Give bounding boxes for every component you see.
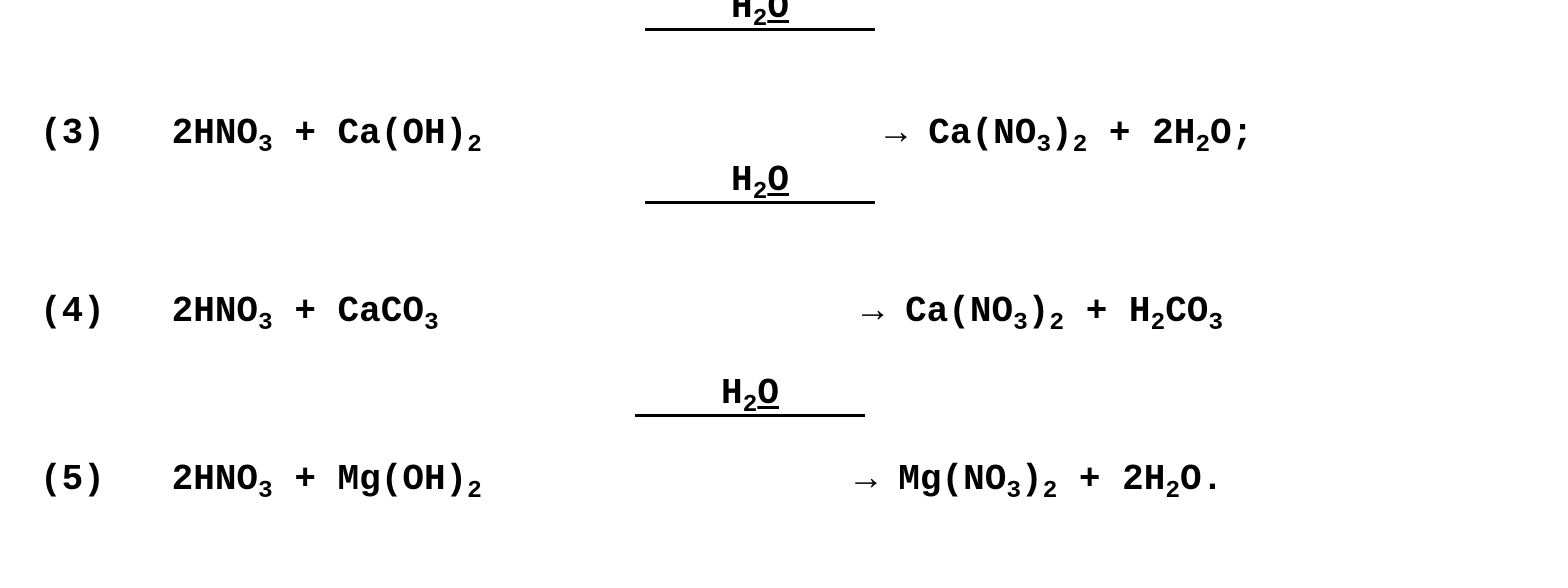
lhs-5: 2HNO3 + Mg(OH)2 <box>172 462 482 498</box>
equation-line-4: (4) 2HNO3 + CaCO3 → Ca(NO3)2 + H2CO3 <box>40 294 1223 330</box>
arrow-4: → <box>862 294 884 330</box>
rhs-5: Mg(NO3)2 + 2H2O. <box>898 462 1223 498</box>
arrow-5: → <box>855 462 877 498</box>
condition-text-3: H2O <box>731 0 789 28</box>
arrow-3: → <box>885 116 907 152</box>
condition-underline-top-3: H2O <box>645 28 875 31</box>
rhs-3: Ca(NO3)2 + 2H2O; <box>928 116 1253 152</box>
equation-index-3: (3) <box>40 116 150 152</box>
reaction-condition-3: H2O <box>630 28 890 31</box>
reaction-condition-4: H2O <box>630 201 890 204</box>
equation-row-5: H2O (5) 2HNO3 + Mg(OH)2 → Mg(NO3)2 + 2H2… <box>40 384 1528 524</box>
equation-line-3: (3) 2HNO3 + Ca(OH)2 → Ca(NO3)2 + 2H2O; <box>40 116 1253 152</box>
condition-text-4: H2O <box>731 160 789 201</box>
reaction-condition-5: H2O <box>620 414 880 417</box>
equation-row-4: H2O (4) 2HNO3 + CaCO3 → Ca(NO3)2 + H2CO3 <box>40 196 1528 376</box>
equation-index-5: (5) <box>40 462 150 498</box>
lhs-3: 2HNO3 + Ca(OH)2 <box>172 116 482 152</box>
condition-underline-top-5: H2O <box>635 414 865 417</box>
equations-page: H2O (3) 2HNO3 + Ca(OH)2 → Ca(NO3)2 + 2H2… <box>0 0 1568 564</box>
rhs-4: Ca(NO3)2 + H2CO3 <box>905 294 1223 330</box>
condition-underline-top-4: H2O <box>645 201 875 204</box>
equation-line-5: (5) 2HNO3 + Mg(OH)2 → Mg(NO3)2 + 2H2O. <box>40 462 1223 498</box>
lhs-4: 2HNO3 + CaCO3 <box>172 294 439 330</box>
condition-text-5: H2O <box>721 373 779 414</box>
equation-index-4: (4) <box>40 294 150 330</box>
